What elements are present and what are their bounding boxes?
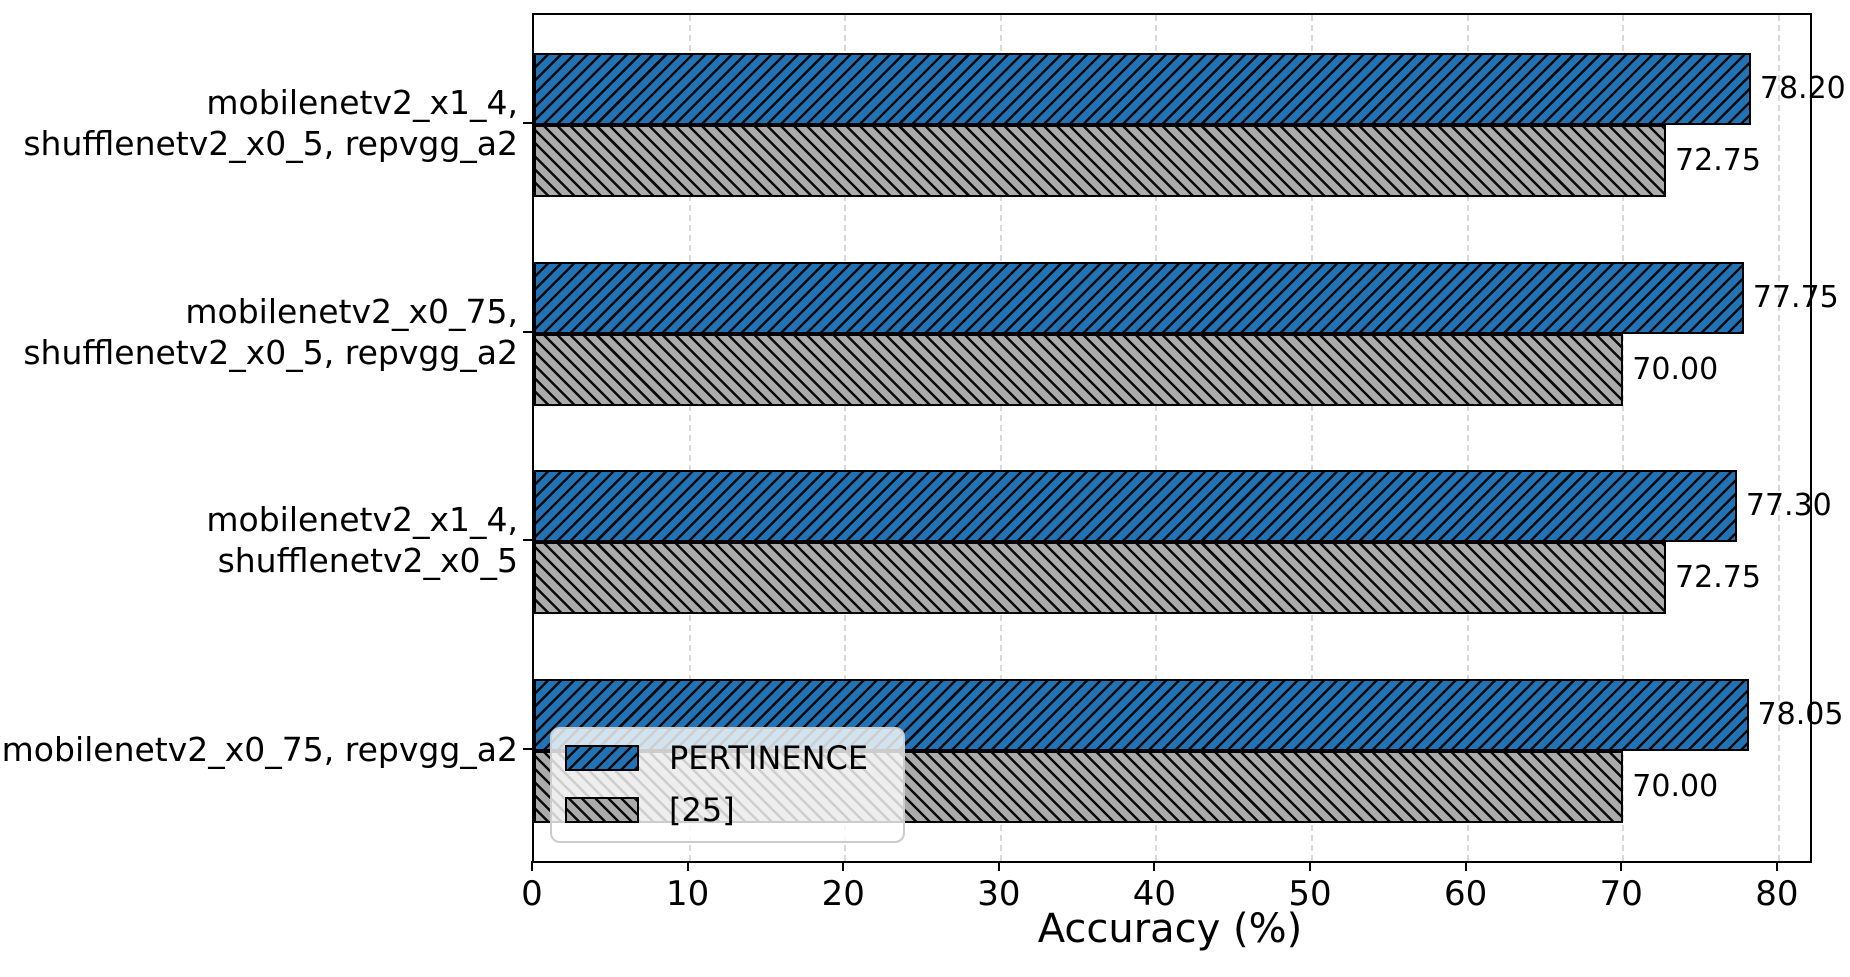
- bar-ref25-0: [534, 125, 1667, 197]
- value-label-pertinence-2: 77.30: [1745, 488, 1832, 524]
- x-tick-10: [686, 861, 689, 871]
- legend-item-pertinence: PERTINENCE: [565, 739, 869, 777]
- x-tick-60: [1464, 861, 1467, 871]
- legend-swatch-ref25: [565, 797, 639, 823]
- x-tick-label-70: 70: [1599, 874, 1643, 914]
- legend-label-pertinence: PERTINENCE: [669, 739, 869, 777]
- bar-pertinence-1: [534, 261, 1744, 334]
- value-label-pertinence-1: 77.75: [1752, 279, 1839, 315]
- gridline-x-50: [1311, 15, 1314, 861]
- y-category-label-1: mobilenetv2_x0_75, shufflenetv2_x0_5, re…: [23, 291, 518, 372]
- value-label-ref25-2: 72.75: [1675, 560, 1761, 596]
- y-tick-1: [523, 330, 532, 333]
- gridline-x-40: [1155, 15, 1158, 861]
- gridline-x-30: [999, 15, 1002, 861]
- y-tick-0: [523, 122, 532, 124]
- x-tick-label-20: 20: [821, 874, 865, 914]
- x-axis-label: Accuracy (%): [1037, 906, 1303, 952]
- value-label-pertinence-0: 78.20: [1759, 71, 1846, 106]
- x-tick-label-60: 60: [1444, 874, 1488, 914]
- x-tick-50: [1309, 861, 1312, 871]
- bar-pertinence-0: [534, 53, 1751, 125]
- x-tick-label-40: 40: [1132, 874, 1177, 914]
- y-category-label-3: mobilenetv2_x0_75, repvgg_a2: [1, 729, 518, 769]
- value-label-ref25-0: 72.75: [1675, 143, 1761, 178]
- gridline-x-20: [844, 15, 847, 861]
- legend-swatch-pertinence: [565, 745, 639, 771]
- value-label-ref25-3: 70.00: [1632, 769, 1719, 805]
- x-tick-label-50: 50: [1288, 874, 1332, 914]
- gridline-x-70: [1622, 15, 1625, 861]
- x-tick-label-80: 80: [1755, 874, 1799, 914]
- y-category-label-0: mobilenetv2_x1_4, shufflenetv2_x0_5, rep…: [23, 83, 518, 163]
- value-label-pertinence-3: 78.05: [1757, 697, 1844, 733]
- x-tick-40: [1153, 861, 1156, 871]
- x-tick-label-30: 30: [977, 874, 1021, 914]
- legend: PERTINENCE [25]: [550, 727, 905, 843]
- y-category-label-2: mobilenetv2_x1_4, shufflenetv2_x0_5: [206, 500, 518, 581]
- value-label-ref25-1: 70.00: [1632, 351, 1719, 387]
- x-tick-30: [997, 861, 1000, 871]
- x-tick-20: [842, 861, 845, 871]
- x-tick-80: [1775, 861, 1778, 871]
- x-tick-0: [531, 861, 533, 871]
- gridline-x-60: [1466, 15, 1469, 861]
- gridline-x-80: [1777, 15, 1780, 861]
- y-tick-2: [523, 539, 532, 542]
- x-tick-label-0: 0: [521, 874, 543, 914]
- x-tick-70: [1620, 861, 1623, 871]
- bar-ref25-2: [534, 542, 1667, 615]
- x-tick-label-10: 10: [665, 874, 710, 914]
- y-tick-3: [523, 748, 532, 751]
- bar-pertinence-2: [534, 470, 1737, 543]
- gridline-x-10: [688, 15, 691, 861]
- plot-area: 78.20 72.75 77.75 70.00 77.30 72.75 78.05 70.00: [532, 13, 1846, 863]
- legend-label-ref25: [25]: [669, 791, 735, 829]
- legend-item-ref25: [25]: [565, 791, 735, 829]
- bar-ref25-1: [534, 333, 1624, 406]
